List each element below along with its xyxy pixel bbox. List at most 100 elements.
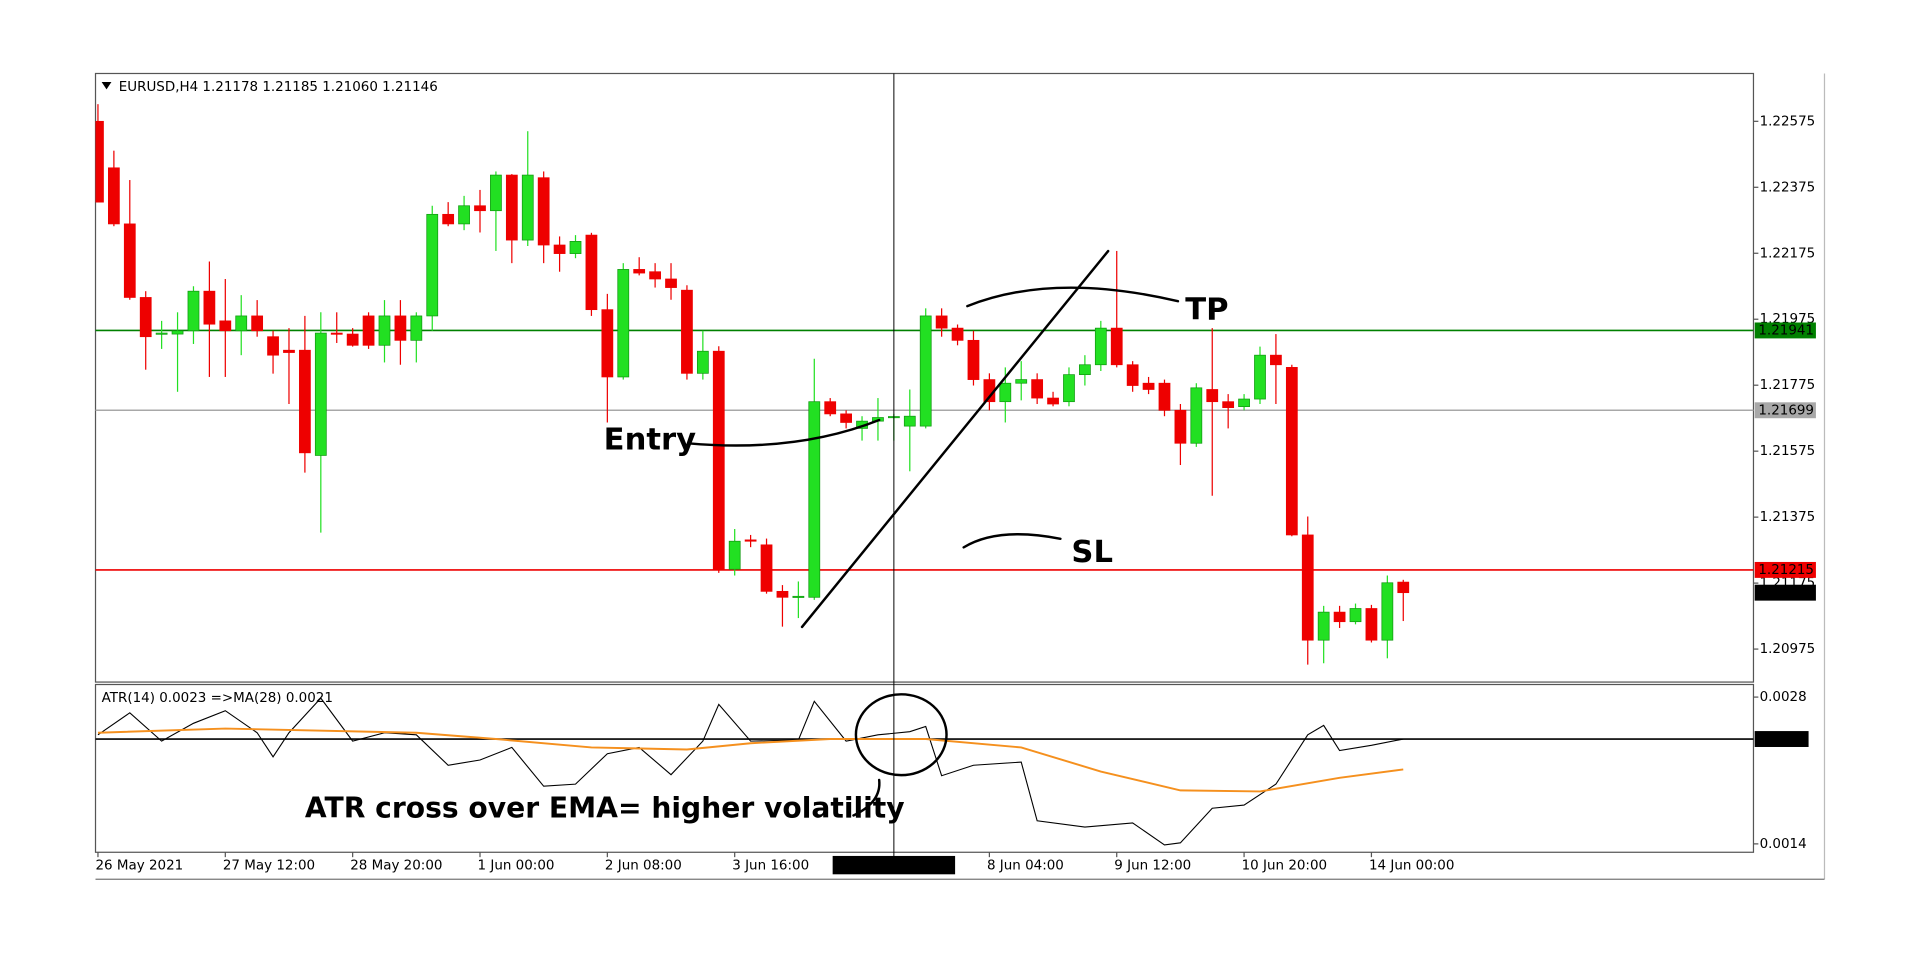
candle-body bbox=[760, 544, 773, 592]
candle-body bbox=[553, 244, 566, 254]
candle-body bbox=[537, 177, 550, 246]
indicator-title: ATR(14) 0.0023 =>MA(28) 0.0021 bbox=[102, 691, 333, 706]
last-price-label: 1.21146 bbox=[1758, 586, 1814, 601]
indicator-plot bbox=[95, 697, 1754, 846]
candle-body bbox=[903, 415, 916, 427]
candle-body bbox=[171, 330, 184, 335]
candle-body bbox=[108, 167, 120, 225]
candle-body bbox=[665, 278, 677, 288]
candle-body bbox=[490, 174, 502, 212]
candle-body bbox=[1047, 397, 1059, 405]
candle-body bbox=[1190, 387, 1203, 444]
y-tick-label: 1.22575 bbox=[1760, 114, 1816, 129]
candle-body bbox=[1381, 582, 1394, 641]
candle-body bbox=[919, 315, 932, 427]
x-tick-label: 14 Jun 00:00 bbox=[1369, 859, 1454, 874]
x-tick-label: 3 Jun 16:00 bbox=[732, 859, 809, 874]
candle-body bbox=[744, 539, 757, 542]
candle-body bbox=[474, 205, 486, 212]
x-tick-label: 9 Jun 12:00 bbox=[1114, 859, 1191, 874]
candle-body bbox=[585, 234, 598, 311]
candle-body bbox=[442, 213, 455, 225]
candle-body bbox=[951, 327, 964, 341]
candle-body bbox=[1142, 382, 1155, 390]
candle-body bbox=[505, 174, 518, 241]
candle-body bbox=[123, 223, 136, 298]
candle-body bbox=[1397, 581, 1410, 594]
candle-body bbox=[267, 336, 279, 356]
x-tick-label: 10 Jun 20:00 bbox=[1242, 859, 1327, 874]
y-tick-label: 1.22175 bbox=[1760, 246, 1816, 261]
menu-arrow[interactable] bbox=[101, 82, 112, 90]
candle-body bbox=[426, 213, 439, 317]
y-tick-label: 0.0014 bbox=[1760, 837, 1807, 852]
y-tick-label: 1.21575 bbox=[1760, 444, 1816, 459]
candle-body bbox=[1158, 382, 1171, 411]
cross-circle bbox=[854, 693, 948, 777]
x-tick-label: 1 Jun 00:00 bbox=[478, 859, 555, 874]
candle-body bbox=[792, 595, 805, 598]
x-tick-label: 28 May 20:00 bbox=[350, 859, 442, 874]
x-tick-label: 8 Jun 04:00 bbox=[987, 859, 1064, 874]
candle-body bbox=[394, 315, 407, 341]
candle-body bbox=[1110, 327, 1123, 366]
annotation: TP bbox=[1185, 293, 1228, 328]
candle-body bbox=[1174, 409, 1187, 444]
price-plot bbox=[95, 104, 1754, 665]
candle-body bbox=[1365, 608, 1378, 641]
candle-body bbox=[346, 333, 359, 346]
candle-body bbox=[649, 271, 661, 280]
candle-body bbox=[1015, 379, 1028, 384]
tp-stroke bbox=[966, 286, 1180, 308]
candle-body bbox=[187, 290, 200, 332]
y-tick-label: 1.21775 bbox=[1760, 378, 1816, 393]
indicator-frame bbox=[94, 683, 1755, 853]
annotation: Entry bbox=[604, 422, 696, 457]
candle-body bbox=[1254, 354, 1266, 400]
candle-body bbox=[601, 309, 614, 378]
y-tick-label: 1.20975 bbox=[1760, 642, 1816, 657]
candle-body bbox=[1079, 364, 1091, 376]
axes: 1.225751.223751.221751.219751.217751.215… bbox=[96, 73, 1816, 875]
annotation: SL bbox=[1071, 535, 1113, 570]
candle-body bbox=[1222, 401, 1235, 408]
candle-body bbox=[1094, 327, 1107, 366]
candle-body bbox=[1206, 389, 1219, 403]
candle-body bbox=[840, 413, 852, 423]
annotation: ATR cross over EMA= higher volatility bbox=[305, 791, 905, 824]
candle-body bbox=[410, 315, 423, 341]
candle-body bbox=[378, 315, 391, 346]
candle-body bbox=[95, 120, 104, 203]
chart-title: EURUSD,H4 1.21178 1.21185 1.21060 1.2114… bbox=[119, 80, 438, 95]
candle-body bbox=[681, 289, 693, 374]
level-tag bbox=[1754, 402, 1816, 419]
candle-body bbox=[521, 174, 534, 241]
y-tick-label: 0.0028 bbox=[1760, 690, 1807, 705]
candle-body bbox=[219, 320, 232, 332]
candle-body bbox=[1126, 364, 1139, 386]
candle-body bbox=[935, 315, 948, 329]
sl-stroke bbox=[962, 533, 1062, 549]
candle-body bbox=[1349, 608, 1362, 623]
candle-body bbox=[808, 401, 821, 598]
x-tick-label: 27 May 12:00 bbox=[223, 859, 315, 874]
indicator-line bbox=[97, 697, 1404, 846]
candle-body bbox=[1238, 398, 1250, 408]
candle-body bbox=[1285, 367, 1298, 536]
candle-body bbox=[1317, 611, 1330, 641]
atr-stroke bbox=[852, 778, 881, 817]
level-tag-label: 1.21941 bbox=[1758, 323, 1814, 338]
candle-body bbox=[251, 315, 264, 332]
candle-body bbox=[824, 401, 837, 415]
x-tick-label: 2 Jun 08:00 bbox=[605, 859, 682, 874]
x-tick-label: 26 May 2021 bbox=[96, 859, 184, 874]
candle-body bbox=[1063, 374, 1075, 403]
candle-body bbox=[633, 269, 646, 274]
y-tick-label: 1.22375 bbox=[1760, 180, 1816, 195]
crosshair-tag bbox=[832, 855, 956, 875]
level-tag bbox=[1754, 731, 1809, 747]
level-tag-label: 1.21215 bbox=[1758, 563, 1814, 578]
candle-body bbox=[330, 332, 343, 335]
candle-body bbox=[362, 315, 375, 346]
